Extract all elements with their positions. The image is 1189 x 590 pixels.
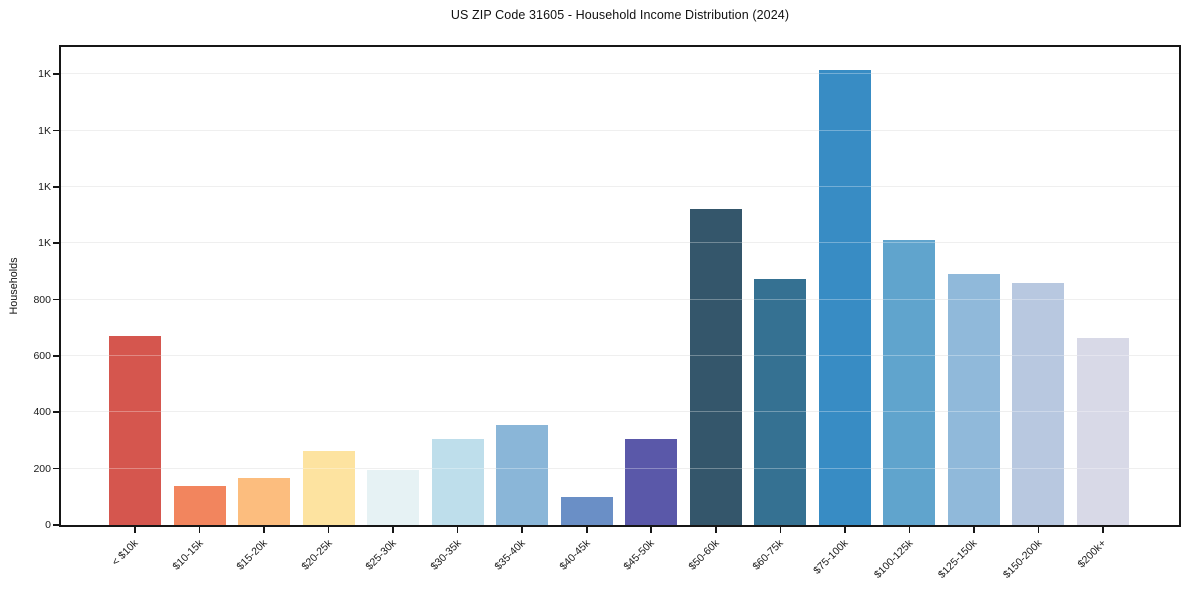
y-tick-mark	[53, 354, 59, 357]
x-tick-mark	[973, 527, 975, 533]
y-tick-label: 1K	[38, 237, 51, 250]
y-tick-label: 600	[33, 349, 51, 362]
gridline	[61, 467, 1179, 469]
y-tick-label: 1K	[38, 180, 51, 193]
bar-$200k+	[1076, 337, 1129, 525]
bar-$125-150k	[947, 274, 1000, 525]
gridline	[61, 129, 1179, 131]
x-tick-mark	[1102, 527, 1104, 533]
bar-< $10k	[109, 335, 161, 525]
x-tick-mark	[263, 527, 265, 533]
gridline	[61, 73, 1179, 75]
x-tick-mark	[134, 527, 136, 533]
x-tick-mark	[392, 527, 394, 533]
bar-$30-35k	[431, 438, 484, 525]
gridline	[61, 242, 1179, 244]
y-tick-mark	[53, 185, 59, 188]
x-tick-mark	[714, 527, 717, 533]
y-tick-label: 800	[33, 293, 51, 306]
gridline	[61, 186, 1179, 187]
x-tick-label: $10-15k	[169, 537, 206, 573]
x-tick-label: $30-35k	[428, 537, 464, 573]
x-tick-label: $25-30k	[363, 537, 399, 573]
x-tick-label: $200k+	[1075, 537, 1109, 571]
x-tick-mark	[779, 527, 782, 533]
x-tick-label: $45-50k	[621, 537, 658, 573]
y-tick-mark	[53, 129, 59, 132]
bar-$50-60k	[689, 208, 742, 525]
x-tick-label: $20-25k	[299, 537, 335, 573]
x-tick-label: $60-75k	[750, 537, 787, 573]
plot-area	[59, 45, 1181, 527]
bar-$75-100k	[818, 69, 871, 525]
chart-title: US ZIP Code 31605 - Household Income Dis…	[450, 8, 790, 22]
bar-$15-20k	[238, 477, 291, 525]
x-tick-mark	[521, 527, 523, 533]
gridline	[61, 242, 1179, 244]
gridline	[61, 73, 1179, 75]
gridline	[61, 355, 1179, 356]
y-tick-mark	[53, 242, 59, 244]
y-tick-mark	[53, 467, 59, 470]
y-tick-label: 1K	[38, 124, 51, 137]
x-tick-mark	[908, 527, 911, 533]
x-tick-label: $35-40k	[492, 537, 528, 573]
x-tick-mark	[650, 527, 653, 533]
x-tick-label: < $10k	[109, 537, 141, 569]
y-axis-label: Households	[8, 257, 20, 315]
bar-$60-75k	[754, 278, 807, 525]
x-tick-mark	[844, 527, 846, 533]
x-tick-mark	[198, 527, 201, 533]
y-tick-mark	[53, 73, 59, 75]
bar-$100-125k	[883, 239, 936, 525]
x-tick-label: $40-45k	[557, 537, 593, 573]
bar-$45-50k	[625, 438, 678, 525]
y-tick-mark	[53, 524, 59, 526]
x-tick-label: $125-150k	[936, 537, 980, 581]
gridline	[61, 355, 1179, 356]
y-tick-label: 400	[33, 406, 51, 419]
y-tick-mark	[53, 298, 59, 301]
gridline	[61, 411, 1179, 413]
gridline	[61, 411, 1179, 413]
bar-$10-15k	[173, 486, 226, 525]
x-tick-mark	[456, 527, 459, 533]
gridline	[61, 298, 1179, 300]
y-tick-label: 0	[45, 519, 51, 531]
y-tick-label: 200	[33, 462, 51, 475]
gridline	[61, 129, 1179, 131]
y-tick-mark	[53, 411, 59, 413]
x-tick-label: $100-125k	[871, 537, 916, 581]
x-tick-label: $15-20k	[234, 537, 270, 573]
gridline	[61, 467, 1179, 469]
x-tick-mark	[585, 527, 588, 533]
x-tick-mark	[327, 527, 330, 533]
x-tick-mark	[1037, 527, 1040, 533]
bar-$35-40k	[496, 425, 549, 525]
bar-$40-45k	[560, 496, 613, 525]
bar-$20-25k	[302, 450, 355, 525]
gridline	[61, 186, 1179, 187]
y-tick-label: 1K	[38, 68, 51, 81]
bar-$150-200k	[1012, 283, 1065, 525]
x-tick-label: $75-100k	[811, 537, 851, 577]
bar-$25-30k	[367, 470, 420, 525]
gridline	[61, 298, 1179, 300]
x-tick-label: $50-60k	[686, 537, 722, 573]
x-tick-label: $150-200k	[1000, 537, 1045, 581]
